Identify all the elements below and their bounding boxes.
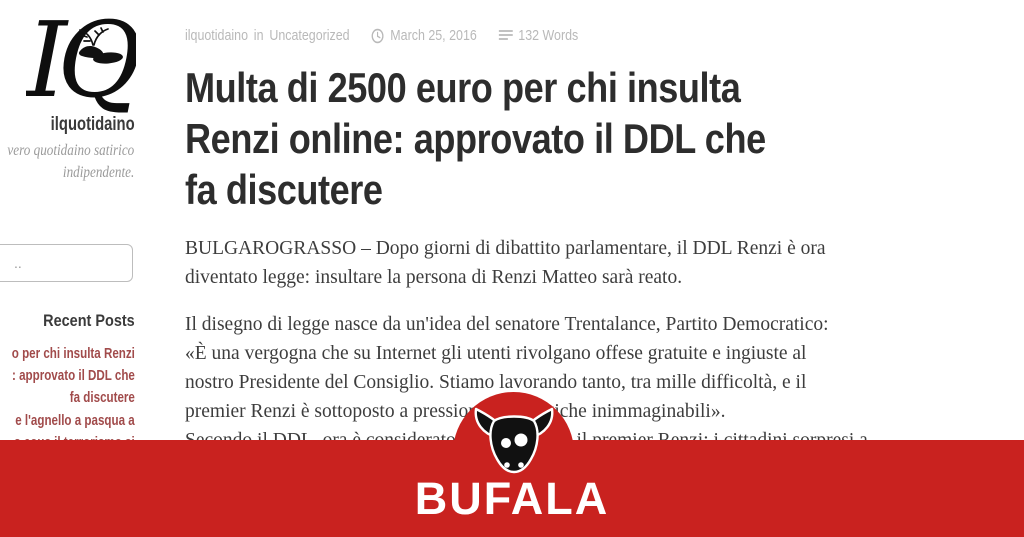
category-link[interactable]: Uncategorized [269, 27, 350, 44]
clock-icon [371, 28, 384, 43]
text-line: diventato legge: insultare la persona di… [185, 267, 683, 288]
text-line: premier Renzi è sottoposto a pressioni p… [185, 401, 726, 422]
text-line: e l'agnello a pasqua a [15, 413, 135, 429]
text-line: : approvato il DDL che [12, 368, 135, 384]
site-logo[interactable]: IQ [26, 6, 136, 118]
recent-posts-heading: Recent Posts [43, 311, 135, 330]
bull-icon [474, 407, 554, 474]
word-count: 132 Words [518, 27, 579, 44]
text-line: BULGAROGRASSO – Dopo giorni di dibattito… [185, 238, 826, 259]
search-input[interactable] [0, 244, 133, 282]
site-tagline: vero quotidaino satirico indipendente. [7, 140, 134, 184]
date-group: March 25, 2016 [371, 27, 477, 44]
word-count-group: 132 Words [498, 27, 578, 44]
site-title[interactable]: ilquotidaino [51, 114, 135, 135]
paragraph-2: Il disegno di legge nasce da un'idea del… [185, 310, 868, 455]
author-link[interactable]: ilquotidaino [185, 27, 249, 44]
text-line: nostro Presidente del Consiglio. Stiamo … [185, 372, 807, 393]
post-title: Multa di 2500 euro per chi insulta Renzi … [185, 62, 766, 215]
in-label: in [253, 27, 264, 44]
paragraph-1: BULGAROGRASSO – Dopo giorni di dibattito… [185, 234, 826, 292]
text-line: Multa di 2500 euro per chi insulta [185, 64, 741, 111]
author-category: ilquotidaino in Uncategorized [185, 27, 350, 44]
text-line: Il disegno di legge nasce da un'idea del… [185, 314, 829, 335]
sidebar: IQ ilquotidaino vero quotidaino satiri [0, 0, 136, 537]
text-line: vero quotidaino satirico [7, 142, 134, 159]
recent-post-link-1[interactable]: o per chi insulta Renzi : approvato il DD… [12, 343, 135, 409]
post-meta: ilquotidaino in Uncategorized March 25, … [185, 27, 578, 44]
logo-iq-graphic: IQ [26, 6, 136, 118]
text-line: Renzi online: approvato il DDL che [185, 115, 766, 162]
text-line: fa discutere [185, 166, 383, 213]
post-date: March 25, 2016 [390, 27, 477, 44]
bufala-label: BUFALA [414, 473, 610, 524]
text-line: indipendente. [62, 164, 134, 181]
logo-text: IQ [26, 6, 136, 118]
text-line: fa discutere [69, 390, 135, 406]
text-line: o per chi insulta Renzi [11, 346, 135, 362]
text-line: «È una vergogna che su Internet gli uten… [185, 343, 807, 364]
word-count-icon [498, 29, 513, 40]
deer-icon [78, 27, 123, 64]
